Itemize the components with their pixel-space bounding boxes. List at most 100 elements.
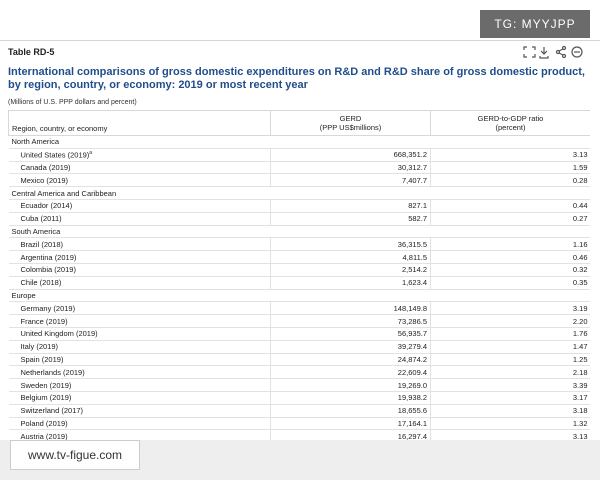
group-name: Central America and Caribbean bbox=[8, 186, 590, 200]
ratio-cell: 1.59 bbox=[430, 161, 590, 175]
ratio-cell: 3.17 bbox=[430, 391, 590, 405]
data-row: Italy (2019) 39,279.4 1.47 bbox=[8, 340, 590, 354]
gerd-cell: 30,312.7 bbox=[270, 161, 431, 175]
group-row: Europe bbox=[8, 289, 590, 303]
footer-badge: www.tv-figue.com bbox=[10, 440, 140, 470]
gerd-cell: 56,935.7 bbox=[270, 327, 431, 341]
table-id: Table RD-5 bbox=[8, 47, 55, 57]
ratio-cell: 3.39 bbox=[430, 378, 590, 392]
country-cell: Austria (2019) bbox=[8, 429, 271, 440]
gerd-cell: 17,164.1 bbox=[270, 417, 431, 431]
header-line: (PPP US$millions) bbox=[319, 123, 382, 132]
data-row: Sweden (2019) 19,269.0 3.39 bbox=[8, 378, 590, 392]
footnote-marker: a bbox=[89, 149, 93, 156]
ratio-cell: 0.28 bbox=[430, 173, 590, 188]
gerd-cell: 18,655.6 bbox=[270, 404, 431, 418]
group-name: Europe bbox=[8, 289, 590, 303]
country-cell: Chile (2018) bbox=[8, 276, 271, 290]
ratio-cell: 1.47 bbox=[430, 340, 590, 354]
country-cell: Argentina (2019) bbox=[8, 250, 271, 264]
ratio-cell: 3.19 bbox=[430, 301, 590, 316]
gerd-cell: 19,269.0 bbox=[270, 378, 431, 392]
data-row: Canada (2019) 30,312.7 1.59 bbox=[8, 161, 590, 175]
country-cell: Spain (2019) bbox=[8, 353, 271, 367]
country-name: France (2019) bbox=[20, 316, 68, 326]
data-row: Cuba (2011) 582.7 0.27 bbox=[8, 212, 590, 226]
country-name: Argentina (2019) bbox=[20, 252, 77, 262]
country-cell: Brazil (2018) bbox=[8, 237, 271, 252]
country-cell: Switzerland (2017) bbox=[8, 404, 271, 418]
data-row: Spain (2019) 24,874.2 1.25 bbox=[8, 353, 590, 367]
data-row: Chile (2018) 1,623.4 0.35 bbox=[8, 276, 590, 290]
country-name: Mexico (2019) bbox=[20, 175, 69, 185]
data-row: United Kingdom (2019) 56,935.7 1.76 bbox=[8, 327, 590, 341]
group-row: Central America and Caribbean bbox=[8, 186, 590, 200]
gerd-cell: 39,279.4 bbox=[270, 340, 431, 354]
ratio-cell: 3.18 bbox=[430, 404, 590, 418]
gerd-cell: 827.1 bbox=[270, 199, 431, 213]
data-row: Switzerland (2017) 18,655.6 3.18 bbox=[8, 404, 590, 418]
gerd-cell: 2,514.2 bbox=[270, 263, 431, 277]
country-name: Spain (2019) bbox=[20, 354, 64, 364]
country-name: Colombia (2019) bbox=[20, 265, 76, 275]
ratio-cell: 0.35 bbox=[430, 276, 590, 290]
country-cell: United Kingdom (2019) bbox=[8, 327, 271, 341]
country-name: Switzerland (2017) bbox=[20, 406, 84, 416]
column-header: GERD (PPP US$millions) bbox=[270, 110, 431, 136]
data-row: Austria (2019) 16,297.4 3.13 bbox=[8, 429, 590, 440]
ratio-cell: 1.32 bbox=[430, 417, 590, 431]
data-row: Brazil (2018) 36,315.5 1.16 bbox=[8, 237, 590, 252]
country-name: Ecuador (2014) bbox=[20, 201, 73, 211]
country-name: United States (2019) bbox=[20, 150, 90, 160]
collapse-icon[interactable] bbox=[571, 46, 583, 58]
country-cell: Sweden (2019) bbox=[8, 378, 271, 392]
share-icon[interactable] bbox=[561, 45, 567, 51]
ratio-cell: 2.20 bbox=[430, 314, 590, 328]
country-name: Chile (2018) bbox=[20, 278, 62, 288]
country-name: United Kingdom (2019) bbox=[20, 329, 98, 339]
title: International comparisons of gross domes… bbox=[8, 66, 585, 91]
country-cell: Belgium (2019) bbox=[8, 391, 271, 405]
country-name: Austria (2019) bbox=[20, 431, 68, 440]
gerd-cell: 22,609.4 bbox=[270, 365, 431, 380]
country-cell: Canada (2019) bbox=[8, 161, 271, 175]
expand-icon[interactable] bbox=[523, 46, 536, 58]
data-row: Poland (2019) 17,164.1 1.32 bbox=[8, 417, 590, 431]
toolbar-icons bbox=[523, 45, 583, 59]
country-cell: Germany (2019) bbox=[8, 301, 271, 316]
country-cell: Cuba (2011) bbox=[8, 212, 271, 226]
country-cell: Ecuador (2014) bbox=[8, 199, 271, 213]
gerd-cell: 36,315.5 bbox=[270, 237, 431, 252]
data-row: United States (2019)a 668,351.2 3.13 bbox=[8, 148, 590, 162]
ratio-cell: 0.46 bbox=[430, 250, 590, 264]
gerd-cell: 1,623.4 bbox=[270, 276, 431, 290]
header-row: Region, country, or economy GERD (PPP US$m… bbox=[8, 110, 590, 136]
table-container: Region, country, or economy GERD (PPP US$m… bbox=[8, 110, 590, 440]
country-name: Italy (2019) bbox=[20, 342, 59, 352]
data-row: Ecuador (2014) 827.1 0.44 bbox=[8, 199, 590, 213]
download-icon[interactable] bbox=[539, 47, 549, 59]
country-name: Sweden (2019) bbox=[20, 380, 72, 390]
ratio-cell: 0.27 bbox=[430, 212, 590, 226]
ratio-cell: 0.44 bbox=[430, 199, 590, 213]
data-row: Colombia (2019) 2,514.2 0.32 bbox=[8, 263, 590, 277]
header-line: Region, country, or economy bbox=[12, 124, 108, 133]
header-line: GERD-to-GDP ratio bbox=[477, 114, 544, 123]
country-name: Canada (2019) bbox=[20, 162, 71, 172]
country-cell: France (2019) bbox=[8, 314, 271, 328]
column-header: Region, country, or economy bbox=[8, 110, 271, 136]
country-cell: Mexico (2019) bbox=[8, 173, 271, 188]
ratio-cell: 0.32 bbox=[430, 263, 590, 277]
units: (Millions of U.S. PPP dollars and percen… bbox=[8, 99, 137, 106]
group-row: South America bbox=[8, 225, 590, 239]
data-row: Belgium (2019) 19,938.2 3.17 bbox=[8, 391, 590, 405]
country-name: Belgium (2019) bbox=[20, 393, 72, 403]
divider bbox=[0, 40, 600, 41]
country-cell: Italy (2019) bbox=[8, 340, 271, 354]
country-cell: Colombia (2019) bbox=[8, 263, 271, 277]
country-cell: Netherlands (2019) bbox=[8, 365, 271, 380]
group-name: South America bbox=[8, 225, 590, 239]
gerd-cell: 16,297.4 bbox=[270, 429, 431, 440]
gerd-cell: 7,407.7 bbox=[270, 173, 431, 188]
